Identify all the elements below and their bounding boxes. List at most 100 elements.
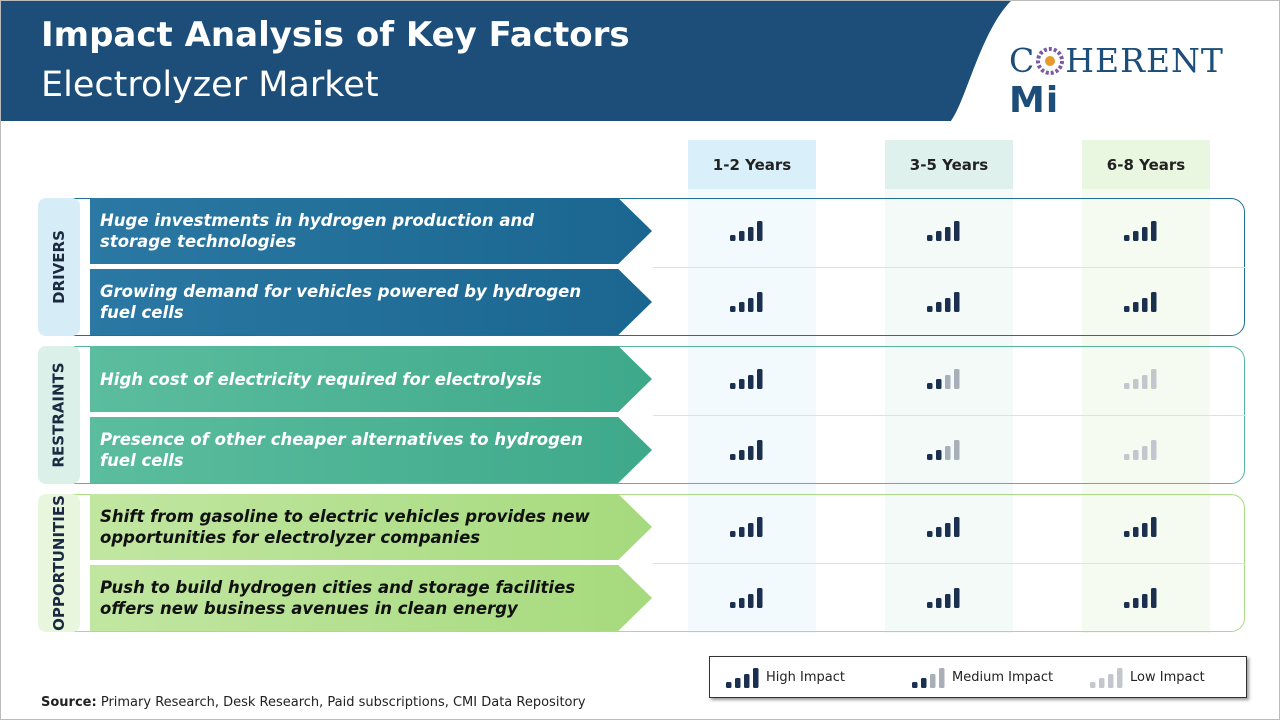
- impact-cell: [925, 219, 965, 247]
- impact-bar: [1124, 235, 1130, 241]
- impact-bar: [753, 668, 759, 688]
- impact-bar: [927, 306, 933, 312]
- column-band: [688, 189, 816, 633]
- row-separator: [653, 415, 1245, 416]
- impact-bar: [930, 674, 936, 688]
- impact-icon: [927, 440, 960, 460]
- subtitle: Electrolyzer Market: [41, 65, 379, 105]
- group-label: RESTRAINTS: [38, 346, 80, 484]
- logo-text: C: [1009, 41, 1036, 80]
- impact-cell: [728, 438, 768, 466]
- impact-bar: [1133, 450, 1139, 460]
- impact-bar: [954, 369, 960, 389]
- impact-bar: [1142, 227, 1148, 241]
- impact-bar: [1142, 523, 1148, 537]
- impact-bar: [1133, 379, 1139, 389]
- logo-mark: Mi: [1009, 80, 1060, 121]
- impact-bar: [1142, 446, 1148, 460]
- impact-bar: [1151, 517, 1157, 537]
- impact-bar: [1151, 292, 1157, 312]
- impact-bar: [739, 527, 745, 537]
- impact-icon: [1124, 292, 1157, 312]
- legend: High Impact Medium Impact Low Impact: [709, 656, 1247, 698]
- impact-bar: [1133, 231, 1139, 241]
- impact-bar: [1124, 454, 1130, 460]
- impact-bar: [730, 531, 736, 537]
- row-separator: [653, 267, 1245, 268]
- impact-bar: [730, 306, 736, 312]
- impact-icon: [927, 221, 960, 241]
- impact-bar: [1124, 602, 1130, 608]
- impact-bar: [1133, 598, 1139, 608]
- impact-cell: [1122, 367, 1162, 395]
- column-header: 6-8 Years: [1082, 140, 1210, 189]
- factor: Shift from gasoline to electric vehicles…: [90, 494, 652, 560]
- impact-bar: [748, 523, 754, 537]
- column-header: 1-2 Years: [688, 140, 816, 189]
- legend-icon: [1088, 666, 1128, 694]
- impact-bar: [730, 383, 736, 389]
- impact-bar: [1124, 383, 1130, 389]
- impact-icon: [730, 292, 763, 312]
- impact-icon: [912, 668, 945, 688]
- impact-bar: [1133, 527, 1139, 537]
- impact-cell: [728, 290, 768, 318]
- impact-icon: [927, 517, 960, 537]
- impact-bar: [1151, 221, 1157, 241]
- impact-cell: [1122, 586, 1162, 614]
- impact-bar: [945, 298, 951, 312]
- group-label: OPPORTUNITIES: [38, 494, 80, 632]
- impact-icon: [726, 668, 759, 688]
- impact-icon: [1124, 517, 1157, 537]
- impact-bar: [912, 682, 918, 688]
- legend-icon: [910, 666, 950, 694]
- column-band: [885, 189, 1013, 633]
- impact-bar: [954, 588, 960, 608]
- impact-bar: [730, 454, 736, 460]
- impact-bar: [954, 517, 960, 537]
- factor: Growing demand for vehicles powered by h…: [90, 269, 652, 335]
- impact-cell: [728, 367, 768, 395]
- impact-icon: [730, 588, 763, 608]
- impact-bar: [1142, 375, 1148, 389]
- impact-bar: [954, 221, 960, 241]
- impact-bar: [1151, 440, 1157, 460]
- impact-bar: [1142, 594, 1148, 608]
- row-separator: [653, 563, 1245, 564]
- impact-icon: [1124, 369, 1157, 389]
- source-text: Primary Research, Desk Research, Paid su…: [100, 695, 586, 710]
- impact-bar: [748, 375, 754, 389]
- impact-bar: [744, 674, 750, 688]
- impact-icon: [730, 369, 763, 389]
- impact-icon: [927, 369, 960, 389]
- factor: Presence of other cheaper alternatives t…: [90, 417, 652, 483]
- impact-cell: [925, 290, 965, 318]
- impact-bar: [1124, 306, 1130, 312]
- legend-label: Medium Impact: [952, 670, 1054, 685]
- impact-cell: [925, 515, 965, 543]
- impact-bar: [939, 668, 945, 688]
- impact-icon: [730, 440, 763, 460]
- factor: High cost of electricity required for el…: [90, 346, 652, 412]
- impact-bar: [757, 517, 763, 537]
- impact-cell: [925, 438, 965, 466]
- factor: Huge investments in hydrogen production …: [90, 198, 652, 264]
- impact-icon: [927, 588, 960, 608]
- impact-bar: [757, 221, 763, 241]
- impact-icon: [730, 221, 763, 241]
- impact-bar: [936, 527, 942, 537]
- group-label-text: DRIVERS: [50, 230, 69, 304]
- impact-cell: [1122, 219, 1162, 247]
- impact-bar: [936, 450, 942, 460]
- impact-bar: [936, 598, 942, 608]
- impact-bar: [927, 602, 933, 608]
- impact-bar: [739, 598, 745, 608]
- impact-bar: [1142, 298, 1148, 312]
- impact-bar: [757, 369, 763, 389]
- impact-bar: [739, 379, 745, 389]
- impact-cell: [728, 219, 768, 247]
- header-band: [1, 1, 1279, 121]
- legend-label: Low Impact: [1130, 670, 1205, 685]
- impact-cell: [1122, 290, 1162, 318]
- impact-cell: [728, 586, 768, 614]
